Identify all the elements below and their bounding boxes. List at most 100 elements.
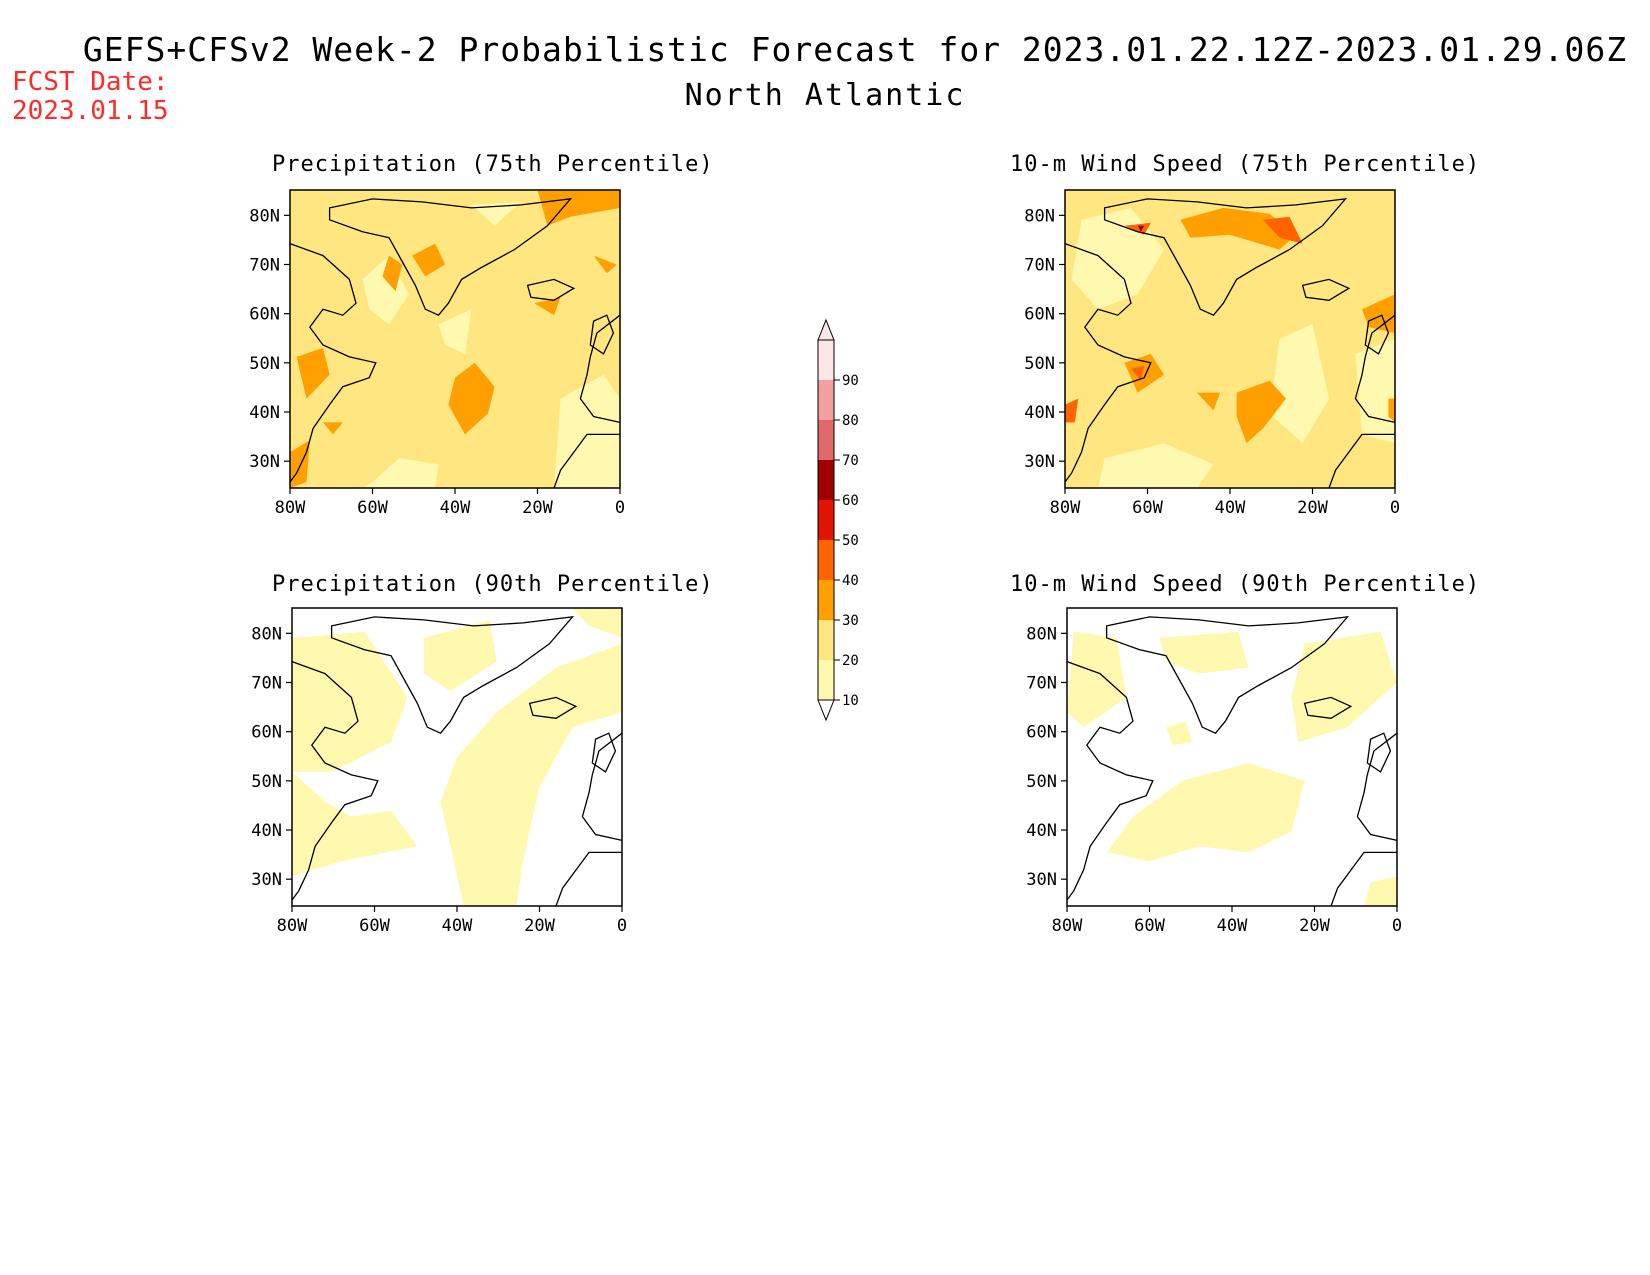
lon-tick-label: 40W bbox=[440, 498, 471, 518]
coastline bbox=[1303, 696, 1353, 719]
map-panel-w90: 80N 70N 60N 50N 40N 30N 80W 60W 40W 20W 0 bbox=[1026, 607, 1402, 936]
probability-contour bbox=[1263, 216, 1303, 244]
probability-contour bbox=[1269, 324, 1329, 444]
lat-tick-label: 30N bbox=[249, 452, 280, 472]
probability-contour bbox=[471, 201, 521, 226]
lon-tick-label: 20W bbox=[524, 916, 555, 936]
coastline bbox=[591, 732, 617, 773]
probability-contour bbox=[1098, 443, 1214, 488]
fcst-date-value: 2023.01.15 bbox=[12, 96, 169, 126]
colorbar-frame bbox=[817, 339, 835, 701]
coastline bbox=[1301, 278, 1351, 301]
colorbar-label: 60 bbox=[842, 493, 859, 509]
probability-contour bbox=[1236, 380, 1287, 444]
lat-tick-label: 80N bbox=[1026, 624, 1057, 644]
probability-contour bbox=[323, 422, 343, 435]
colorbar-label: 90 bbox=[842, 373, 859, 389]
probability-contour bbox=[1388, 398, 1395, 423]
coastline bbox=[528, 696, 578, 719]
coastline bbox=[1330, 851, 1397, 907]
lat-tick-label: 50N bbox=[1024, 354, 1055, 374]
colorbar-segment bbox=[818, 580, 834, 620]
probability-contour bbox=[537, 190, 620, 226]
colorbar-label: 70 bbox=[842, 453, 859, 469]
coastline bbox=[581, 732, 623, 842]
coastline bbox=[1105, 616, 1350, 734]
coastline bbox=[1366, 732, 1392, 773]
lon-tick-label: 60W bbox=[357, 498, 388, 518]
panel-title-precip-90: Precipitation (90th Percentile) bbox=[272, 572, 714, 597]
coastline bbox=[1354, 314, 1396, 424]
lon-tick-label: 20W bbox=[1299, 916, 1330, 936]
coastline bbox=[555, 851, 622, 907]
probability-contour bbox=[1159, 631, 1249, 674]
lon-tick-label: 20W bbox=[522, 498, 553, 518]
probability-contour bbox=[438, 309, 472, 354]
probability-contour bbox=[1067, 631, 1127, 728]
lon-tick-label: 0 bbox=[615, 498, 625, 518]
probability-contour bbox=[292, 771, 418, 877]
probability-contour bbox=[382, 255, 403, 292]
colorbar-top-arrow bbox=[817, 318, 835, 341]
panel-title-wind-75: 10-m Wind Speed (75th Percentile) bbox=[1010, 152, 1481, 177]
colorbar-segment bbox=[818, 660, 834, 700]
lon-tick-label: 60W bbox=[359, 916, 390, 936]
lon-tick-label: 80W bbox=[1050, 498, 1081, 518]
probability-contour bbox=[448, 362, 495, 435]
probability-contour bbox=[1106, 763, 1305, 862]
lat-tick-label: 40N bbox=[1026, 821, 1057, 841]
lat-tick-label: 70N bbox=[1024, 256, 1055, 276]
colorbar-segment bbox=[818, 380, 834, 420]
probability-contour bbox=[424, 619, 497, 692]
probability-contour bbox=[1124, 353, 1164, 393]
colorbar-segment bbox=[818, 460, 834, 500]
colorbar-label: 40 bbox=[842, 573, 859, 589]
probability-contour bbox=[1355, 339, 1395, 444]
probability-contour bbox=[1065, 398, 1079, 423]
probability-contour bbox=[1180, 207, 1296, 250]
colorbar-segment bbox=[818, 340, 834, 380]
lon-tick-label: 60W bbox=[1134, 916, 1165, 936]
lon-tick-label: 80W bbox=[277, 916, 308, 936]
lat-tick-label: 70N bbox=[251, 674, 282, 694]
lat-tick-label: 70N bbox=[249, 256, 280, 276]
probability-contour bbox=[362, 458, 439, 488]
coastline bbox=[328, 198, 573, 316]
lat-tick-label: 40N bbox=[1024, 403, 1055, 423]
coastline bbox=[1356, 732, 1398, 842]
colorbar-label: 20 bbox=[842, 653, 859, 669]
lat-tick-label: 60N bbox=[1024, 305, 1055, 325]
lon-tick-label: 40W bbox=[442, 916, 473, 936]
probability-contour bbox=[1362, 294, 1395, 333]
probability-contour bbox=[1364, 876, 1397, 906]
probability-contour bbox=[1124, 222, 1151, 235]
map-panel-w75: 80N 70N 60N 50N 40N 30N 80W 60W 40W 20W 0 bbox=[1024, 189, 1400, 518]
coastline bbox=[291, 660, 379, 901]
probability-contour bbox=[593, 255, 617, 274]
probability-contour bbox=[1137, 225, 1145, 232]
coastline bbox=[526, 278, 576, 301]
lat-tick-label: 50N bbox=[249, 354, 280, 374]
lat-tick-label: 50N bbox=[1026, 772, 1057, 792]
coastline bbox=[553, 433, 620, 489]
coastline bbox=[1364, 314, 1390, 355]
panel-title-wind-90: 10-m Wind Speed (90th Percentile) bbox=[1010, 572, 1481, 597]
lon-tick-label: 80W bbox=[1052, 916, 1083, 936]
probability-contour bbox=[1197, 392, 1221, 411]
coastline bbox=[589, 314, 615, 355]
panel-title-precip-75: Precipitation (75th Percentile) bbox=[272, 152, 714, 177]
lon-tick-label: 0 bbox=[617, 916, 627, 936]
probability-contour bbox=[296, 347, 330, 399]
coastline bbox=[1064, 242, 1152, 483]
probability-contour bbox=[292, 631, 408, 772]
colorbar-label: 30 bbox=[842, 613, 859, 629]
colorbar-segment bbox=[818, 420, 834, 460]
lat-tick-label: 30N bbox=[251, 870, 282, 890]
lat-tick-label: 80N bbox=[251, 624, 282, 644]
lon-tick-label: 0 bbox=[1392, 916, 1402, 936]
coastline bbox=[1328, 433, 1395, 489]
map-panel-p75: 80N 70N 60N 50N 40N 30N 80W 60W 40W 20W 0 bbox=[249, 189, 625, 518]
probability-contour bbox=[1071, 207, 1164, 310]
lat-tick-label: 60N bbox=[1026, 723, 1057, 743]
